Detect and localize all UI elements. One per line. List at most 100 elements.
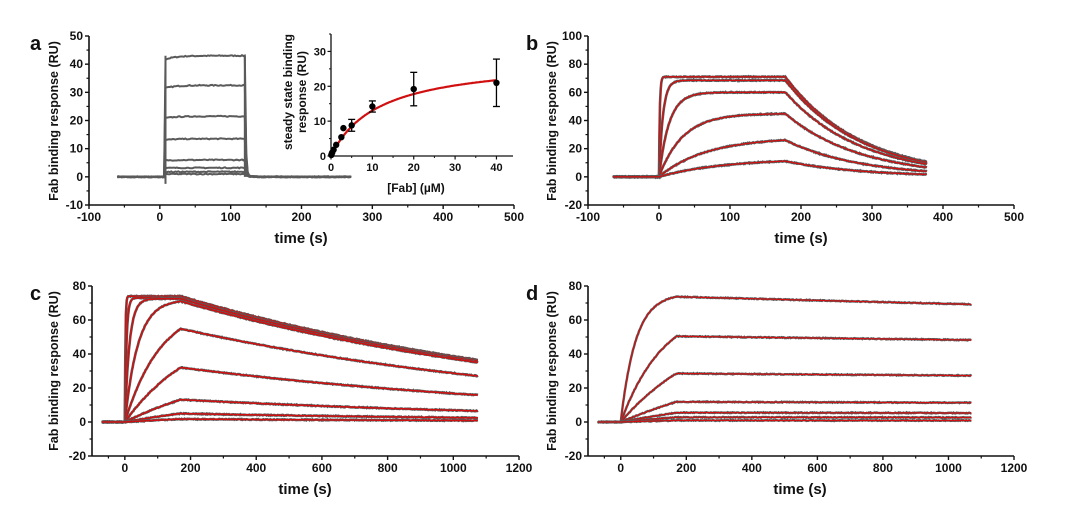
panel-d-y-tick-label: 40 xyxy=(569,347,583,361)
panel-c-x-tick-label: 400 xyxy=(246,461,266,475)
panel-a-y-tick-label: 10 xyxy=(70,142,84,156)
panel-a-x-tick-label: 500 xyxy=(504,210,524,224)
panel-a-traces xyxy=(116,54,352,184)
panel-d-y-tick-label: 20 xyxy=(569,381,583,395)
inset-y-tick-label: 20 xyxy=(314,81,326,93)
panel-c-x-tick-label: 600 xyxy=(312,461,332,475)
panel-d-y-tick-label: -20 xyxy=(565,449,583,463)
panel-a-x-tick-label: 400 xyxy=(433,210,453,224)
panel-c-y-tick-label: 40 xyxy=(73,347,87,361)
panel-b: b -100 0 100 200 300 400 500 -20 0 20 40 60 80 100 ti… xyxy=(526,29,1024,247)
panel-c-fit-curve xyxy=(101,295,479,423)
panel-c-fit-curve xyxy=(101,327,479,423)
panel-a-y-tick-label: 0 xyxy=(76,170,83,184)
panel-a-ylabel: Fab binding response (RU) xyxy=(47,41,61,201)
panel-b-x-tick-label: 200 xyxy=(791,210,811,224)
panel-d-y-tick-label: 0 xyxy=(575,415,582,429)
panel-b-y-tick-label: 80 xyxy=(569,57,583,71)
inset-data-point xyxy=(338,133,345,141)
panel-c: c 0 200 400 600 800 1000 1200 -20 0 20 40 60 80 time… xyxy=(30,279,533,498)
panel-b-y-tick-label: 20 xyxy=(569,142,583,156)
panel-d-ylabel: Fab binding response (RU) xyxy=(545,291,559,451)
panel-b-fit-curve xyxy=(612,139,927,178)
panel-c-axes: 0 200 400 600 800 1000 1200 -20 0 20 40 60 80 xyxy=(69,279,533,475)
inset-ylabel-line1: steady state binding xyxy=(281,34,295,150)
inset-data-point xyxy=(332,141,340,149)
panel-d-y-tick-label: 60 xyxy=(569,313,583,327)
panel-a-y-tick-label: 20 xyxy=(70,114,84,128)
panel-b-ylabel: Fab binding response (RU) xyxy=(545,41,559,201)
inset-x-tick-label: 0 xyxy=(328,162,334,174)
panel-c-y-tick-label: 60 xyxy=(73,313,87,327)
panel-b-axes: -100 0 100 200 300 400 500 -20 0 20 40 60 80 100 xyxy=(562,29,1024,224)
panel-b-x-tick-label: -100 xyxy=(576,210,600,224)
panel-letter-d: d xyxy=(526,283,538,305)
panel-a-y-tick-label: 50 xyxy=(70,29,84,43)
panel-a-y-tick-label: 30 xyxy=(70,85,84,99)
panel-a-x-tick-label: 300 xyxy=(362,210,382,224)
panel-b-x-tick-label: 500 xyxy=(1004,210,1024,224)
panel-a-y-tick-label: 40 xyxy=(70,57,84,71)
panel-c-x-tick-label: 200 xyxy=(181,461,201,475)
inset-y-tick-label: 30 xyxy=(314,46,326,58)
panel-d-x-tick-label: 400 xyxy=(742,461,762,475)
panel-b-x-tick-label: 100 xyxy=(720,210,740,224)
panel-letter-c: c xyxy=(30,283,41,305)
panel-b-fit-curve xyxy=(612,91,927,178)
panel-c-x-tick-label: 800 xyxy=(378,461,398,475)
panel-c-y-tick-label: 80 xyxy=(73,279,87,293)
panel-d-fit-curve xyxy=(597,419,972,423)
inset-x-tick-label: 30 xyxy=(449,162,461,174)
panel-d-axes: 0 200 400 600 800 1000 1200 -20 0 20 40 60 80 xyxy=(565,279,1028,475)
panel-c-y-tick-label: 0 xyxy=(79,415,86,429)
panel-d-x-tick-label: 200 xyxy=(676,461,696,475)
inset-marks xyxy=(328,58,500,159)
panel-d: d 0 200 400 600 800 1000 1200 -20 0 20 40 60 80 time… xyxy=(526,279,1028,498)
panel-c-fit-curve xyxy=(101,366,479,423)
panel-b-x-tick-label: 0 xyxy=(656,210,663,224)
inset-data-point xyxy=(340,124,347,132)
panel-letter-b: b xyxy=(526,33,538,55)
inset-data-point xyxy=(348,122,355,129)
panel-a-inset: 0 10 20 30 40 0 10 20 30 [Fab] (µM) steady state… xyxy=(281,33,513,195)
panel-c-ylabel: Fab binding response (RU) xyxy=(47,291,61,451)
inset-x-tick-label: 40 xyxy=(490,162,502,174)
panel-c-y-tick-label: 20 xyxy=(73,381,87,395)
panel-d-fit-curve xyxy=(597,335,972,423)
panel-d-xlabel: time (s) xyxy=(773,481,826,498)
panel-d-x-tick-label: 800 xyxy=(873,461,893,475)
panel-d-x-tick-label: 600 xyxy=(807,461,827,475)
panel-c-traces xyxy=(101,294,479,425)
panel-d-data-trace xyxy=(597,371,973,424)
panel-c-fit-curve xyxy=(101,298,479,423)
inset-xlabel: [Fab] (µM) xyxy=(387,181,445,195)
panel-b-traces xyxy=(612,74,928,180)
panel-c-x-tick-label: 1200 xyxy=(506,461,533,475)
panel-b-y-tick-label: 40 xyxy=(569,114,583,128)
panel-a-x-tick-label: 0 xyxy=(156,210,163,224)
panel-b-x-tick-label: 400 xyxy=(933,210,953,224)
panel-b-fit-curve xyxy=(612,113,927,178)
panel-d-fit-curve xyxy=(597,372,972,423)
panel-c-y-tick-label: -20 xyxy=(69,449,87,463)
panel-a-x-tick-label: 200 xyxy=(291,210,311,224)
panel-d-traces xyxy=(597,295,973,425)
inset-data-point xyxy=(410,85,417,93)
inset-y-tick-label: 10 xyxy=(314,116,326,128)
panel-c-xlabel: time (s) xyxy=(278,481,331,498)
panel-d-fit-curve xyxy=(597,416,972,423)
panel-d-x-tick-label: 1000 xyxy=(935,461,962,475)
panel-d-fit-curve xyxy=(597,296,972,423)
panel-d-x-tick-label: 1200 xyxy=(1001,461,1028,475)
panel-c-x-tick-label: 0 xyxy=(122,461,129,475)
panel-c-fit-curve xyxy=(101,300,479,423)
panel-b-y-tick-label: 0 xyxy=(575,170,582,184)
panel-b-fit-curve xyxy=(612,160,927,178)
panel-a-x-tick-label: -100 xyxy=(77,210,101,224)
panel-c-fit-curve xyxy=(101,418,478,423)
panel-b-fit-curve xyxy=(612,79,927,178)
inset-axes: 0 10 20 30 40 0 10 20 30 xyxy=(314,33,513,174)
